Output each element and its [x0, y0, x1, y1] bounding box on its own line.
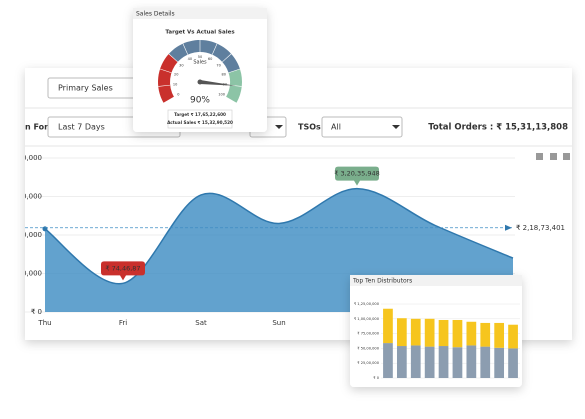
gauge-tick	[222, 53, 232, 63]
gauge-tick	[163, 96, 175, 104]
gauge-tick-label: 80	[222, 72, 226, 76]
gauge-band	[168, 40, 240, 73]
data-label: ₹ 3,20,35,948	[334, 170, 379, 178]
callout	[335, 166, 379, 186]
bar	[480, 322, 491, 347]
bar	[494, 347, 505, 378]
needle-hub	[197, 79, 203, 85]
bar	[396, 346, 407, 378]
gauge-tick	[182, 43, 189, 55]
gauge-tick-label: 10	[173, 83, 177, 87]
dropdown-arrow	[392, 125, 400, 129]
point	[42, 226, 48, 232]
x-tick-label: Fri	[119, 319, 127, 327]
gauge-tick	[159, 68, 172, 74]
report-value: Primary Sales	[58, 84, 113, 93]
chart-icon[interactable]	[550, 153, 557, 160]
y-tick-label: ₹ 0	[31, 308, 42, 316]
y-tick-label: ₹ 25,00,000	[357, 361, 379, 365]
mean-label: ₹ 2,18,73,401	[516, 224, 565, 232]
total-orders: Total Orders : ₹ 15,31,13,808	[428, 123, 568, 133]
gauge-label: Sales	[193, 60, 207, 66]
bar	[494, 322, 505, 348]
y-tick-label: ₹ 0	[373, 376, 379, 380]
gauge-tick-label: 0	[177, 93, 179, 97]
bar	[452, 347, 463, 378]
gauge-tick-label: 100	[218, 93, 225, 97]
annotation: Target ₹ 17,65,22,600	[174, 112, 226, 117]
tso-value: All	[331, 123, 341, 132]
gauge-needle	[199, 80, 236, 86]
gauge-tick	[158, 84, 171, 87]
y-tick-label: ₹ 1,25,00,000	[354, 302, 380, 306]
y-tick-label: ₹ 1,00,00,000	[0, 270, 42, 278]
bar	[508, 324, 518, 349]
x-tick-label: Sun	[272, 319, 285, 327]
gauge-tick-label: 40	[188, 57, 192, 61]
card-title: Top Ten Distributors	[352, 278, 412, 285]
gauge-tick-label: 20	[174, 72, 178, 76]
data-label: ₹ 74,46,87	[105, 264, 140, 272]
bar	[438, 346, 449, 378]
y-tick-label: ₹ 75,00,000	[357, 332, 379, 336]
period-label: n For	[25, 123, 48, 132]
gauge-tick-label: 70	[216, 63, 220, 67]
bar	[480, 346, 491, 378]
gauge-tick-label: 30	[179, 63, 183, 67]
gauge-tick	[168, 53, 178, 63]
card-bg	[350, 275, 522, 387]
tso-label: TSOs	[298, 123, 321, 132]
gauge-value: 90%	[190, 96, 210, 106]
bar	[508, 348, 518, 378]
y-tick-label: ₹ 2,00,00,000	[0, 231, 42, 239]
callout	[101, 261, 145, 281]
bar	[383, 343, 393, 378]
bar	[424, 318, 435, 347]
bar	[410, 318, 421, 346]
bar	[396, 318, 407, 347]
gauge-tick	[228, 68, 241, 74]
download-icon[interactable]	[563, 153, 570, 160]
bar	[424, 346, 435, 378]
bar	[383, 308, 393, 344]
y-tick-label: ₹ 1,00,00,000	[354, 317, 380, 321]
gauge-tick	[225, 96, 237, 104]
y-tick-label: ₹ 50,00,000	[357, 346, 379, 350]
bar	[410, 345, 421, 378]
card-title: Sales Details	[136, 11, 175, 18]
area-line	[44, 187, 514, 285]
bar	[466, 345, 477, 378]
tso-select[interactable]	[321, 116, 403, 138]
annotation-box	[167, 109, 233, 129]
gauge-title: Target Vs Actual Sales	[165, 30, 235, 36]
gauge-tick	[211, 43, 218, 55]
bar	[452, 319, 463, 348]
period-value: Last 7 Days	[58, 123, 105, 132]
mean-arrow	[505, 224, 512, 231]
gauge-tick-label: 60	[208, 57, 212, 61]
x-tick-label: Thu	[37, 319, 51, 327]
card-header	[350, 275, 522, 286]
bar	[466, 321, 477, 346]
gauge-band	[158, 53, 178, 103]
zoom-icon[interactable]	[536, 153, 543, 160]
annotation: Actual Sales ₹ 15,32,90,520	[167, 120, 233, 125]
gauge-band	[225, 69, 242, 103]
y-tick-label: ₹ 3,00,00,000	[0, 193, 42, 201]
gauge-tick-label: 50	[198, 55, 202, 59]
bar	[438, 319, 449, 347]
y-tick-label: ₹ 4,00,00,000	[0, 154, 42, 162]
card-header	[133, 8, 267, 19]
dropdown-arrow	[275, 125, 283, 129]
cards: Sales Details Target Vs Actual Sales 0 10 20…	[133, 8, 522, 387]
x-tick-label: Sat	[195, 319, 207, 327]
